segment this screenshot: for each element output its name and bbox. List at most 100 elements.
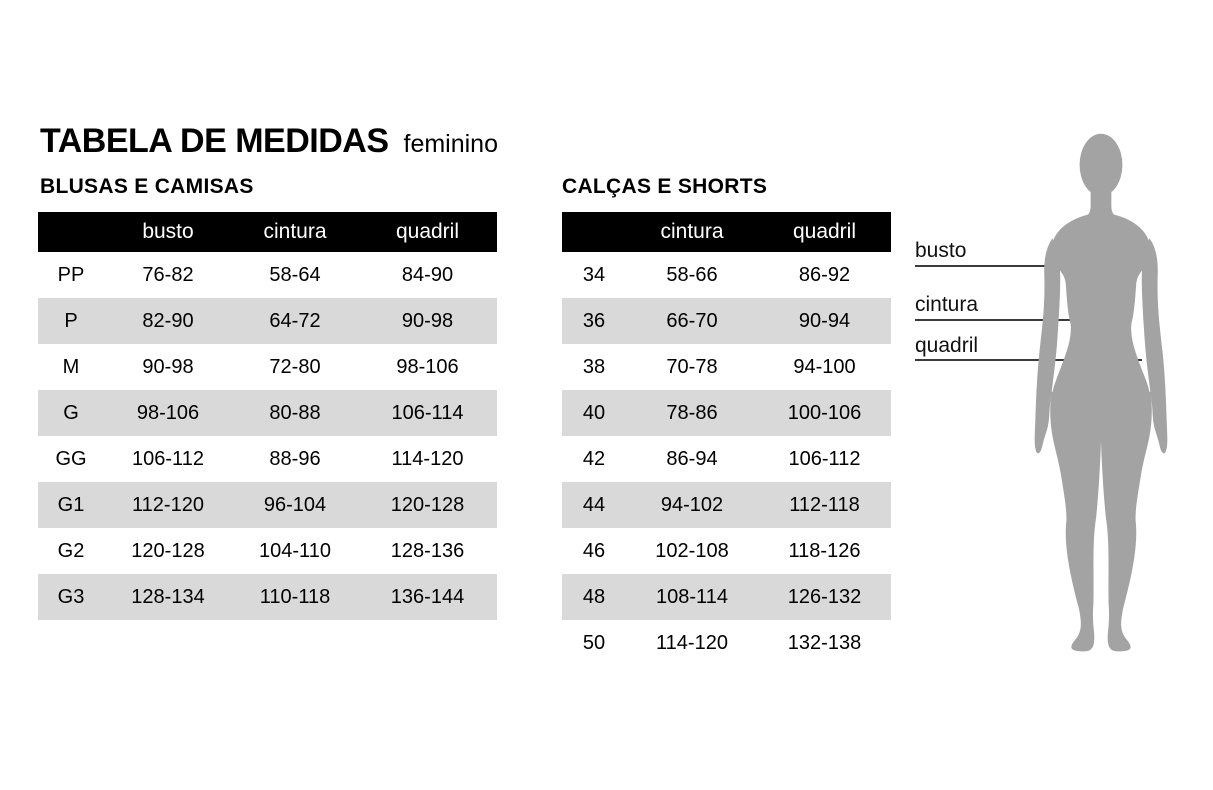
measure-cell: 94-100 bbox=[793, 355, 856, 378]
section-title-calcas: CALÇAS E SHORTS bbox=[562, 175, 768, 198]
silhouette-left-leg bbox=[1050, 391, 1101, 652]
size-cell: PP bbox=[57, 263, 85, 286]
page-title: TABELA DE MEDIDAS bbox=[40, 122, 389, 160]
table-row: P 82-90 64-72 90-98 bbox=[38, 298, 497, 344]
measure-cell: 104-110 bbox=[259, 539, 331, 562]
table-row: PP 76-82 58-64 84-90 bbox=[38, 252, 497, 298]
measure-cell: 90-98 bbox=[142, 355, 194, 378]
measure-cell: 110-118 bbox=[232, 574, 358, 620]
measure-cell: 88-96 bbox=[269, 447, 321, 470]
measure-cell: 118-126 bbox=[788, 539, 861, 562]
table-header-row: busto cintura quadril bbox=[38, 212, 497, 252]
silhouette-neck bbox=[1081, 174, 1121, 220]
measure-cell: 66-70 bbox=[626, 298, 758, 344]
column-header-busto: busto bbox=[104, 212, 232, 252]
measure-cell: 80-88 bbox=[232, 390, 358, 436]
silhouette-right-leg bbox=[1101, 391, 1152, 652]
table-row: 40 78-86 100-106 bbox=[562, 390, 891, 436]
measure-cell: 102-108 bbox=[655, 539, 729, 562]
measure-cell: 86-94 bbox=[666, 447, 718, 470]
measure-cell: 106-112 bbox=[788, 447, 861, 470]
measure-cell: 90-98 bbox=[358, 298, 497, 344]
table-row: 38 70-78 94-100 bbox=[562, 344, 891, 390]
table-row: 36 66-70 90-94 bbox=[562, 298, 891, 344]
table-row: 42 86-94 106-112 bbox=[562, 436, 891, 482]
measure-cell: 114-120 bbox=[656, 631, 728, 654]
measure-cell: 126-132 bbox=[758, 574, 891, 620]
busto-label: busto bbox=[915, 239, 967, 262]
measure-cell: 98-106 bbox=[396, 355, 459, 378]
cintura-label: cintura bbox=[915, 293, 979, 316]
quadril-measure-line bbox=[915, 359, 1142, 361]
column-header-cintura: cintura bbox=[626, 212, 758, 252]
size-cell: 46 bbox=[582, 539, 606, 562]
measure-cell: 76-82 bbox=[142, 263, 194, 286]
measure-cell: 132-138 bbox=[787, 631, 862, 654]
measure-cell: 128-134 bbox=[104, 574, 232, 620]
table-row: G 98-106 80-88 106-114 bbox=[38, 390, 497, 436]
table-row: G3 128-134 110-118 136-144 bbox=[38, 574, 497, 620]
measure-cell: 106-112 bbox=[132, 447, 204, 470]
table-row: 50 114-120 132-138 bbox=[562, 620, 891, 666]
size-cell: G3 bbox=[38, 574, 104, 620]
page-subtitle: feminino bbox=[403, 130, 499, 158]
size-cell: P bbox=[38, 298, 104, 344]
measure-cell: 120-128 bbox=[131, 539, 205, 562]
measure-cell: 64-72 bbox=[232, 298, 358, 344]
measure-cell: 90-94 bbox=[758, 298, 891, 344]
column-header-empty bbox=[562, 212, 626, 252]
measure-cell: 70-78 bbox=[666, 355, 718, 378]
table-row: GG 106-112 88-96 114-120 bbox=[38, 436, 497, 482]
table-row: 46 102-108 118-126 bbox=[562, 528, 891, 574]
table-row: 44 94-102 112-118 bbox=[562, 482, 891, 528]
measure-cell: 136-144 bbox=[358, 574, 497, 620]
size-cell: G bbox=[38, 390, 104, 436]
silhouette-left-arm bbox=[1034, 238, 1061, 454]
size-cell: 48 bbox=[562, 574, 626, 620]
measure-cell: 78-86 bbox=[626, 390, 758, 436]
measure-cell: 120-128 bbox=[358, 482, 497, 528]
measure-cell: 58-66 bbox=[666, 263, 718, 286]
cintura-measure-line bbox=[915, 319, 1130, 321]
table-row: 34 58-66 86-92 bbox=[562, 252, 891, 298]
table-row: G1 112-120 96-104 120-128 bbox=[38, 482, 497, 528]
column-header-empty bbox=[38, 212, 104, 252]
size-cell: GG bbox=[55, 447, 87, 470]
table-header-row: cintura quadril bbox=[562, 212, 891, 252]
silhouette-head bbox=[1079, 133, 1123, 196]
measure-cell: 72-80 bbox=[269, 355, 321, 378]
measure-cell: 112-120 bbox=[104, 482, 232, 528]
size-cell: 36 bbox=[562, 298, 626, 344]
measure-cell: 112-118 bbox=[758, 482, 891, 528]
table-calcas-shorts: cintura quadril 34 58-66 86-92 36 66-70 90-94 3… bbox=[562, 212, 891, 666]
measure-cell: 82-90 bbox=[104, 298, 232, 344]
size-cell: 42 bbox=[582, 447, 606, 470]
page-title-row: TABELA DE MEDIDAS feminino bbox=[40, 122, 498, 161]
table-row: M 90-98 72-80 98-106 bbox=[38, 344, 497, 390]
column-header-quadril: quadril bbox=[758, 212, 891, 252]
measure-cell: 128-136 bbox=[390, 539, 465, 562]
table-blusas-camisas: busto cintura quadril PP 76-82 58-64 84-90 P 82… bbox=[38, 212, 497, 620]
female-silhouette-figure bbox=[1034, 133, 1168, 652]
size-cell: 38 bbox=[582, 355, 606, 378]
measure-cell: 98-106 bbox=[104, 390, 232, 436]
column-header-quadril: quadril bbox=[358, 212, 497, 252]
size-cell: G2 bbox=[57, 539, 85, 562]
measure-cell: 96-104 bbox=[232, 482, 358, 528]
measure-cell: 100-106 bbox=[758, 390, 891, 436]
measure-cell: 86-92 bbox=[798, 263, 851, 286]
measure-cell: 114-120 bbox=[391, 447, 464, 470]
measure-cell: 94-102 bbox=[626, 482, 758, 528]
size-cell: 40 bbox=[562, 390, 626, 436]
section-title-blusas: BLUSAS E CAMISAS bbox=[40, 175, 254, 198]
measure-cell: 106-114 bbox=[358, 390, 497, 436]
measure-cell: 108-114 bbox=[626, 574, 758, 620]
silhouette-right-arm bbox=[1141, 238, 1168, 454]
measure-cell: 58-64 bbox=[269, 263, 321, 286]
table-row: 48 108-114 126-132 bbox=[562, 574, 891, 620]
quadril-label: quadril bbox=[915, 334, 979, 357]
table-row: G2 120-128 104-110 128-136 bbox=[38, 528, 497, 574]
measure-cell: 84-90 bbox=[401, 263, 454, 286]
column-header-cintura: cintura bbox=[232, 212, 358, 252]
